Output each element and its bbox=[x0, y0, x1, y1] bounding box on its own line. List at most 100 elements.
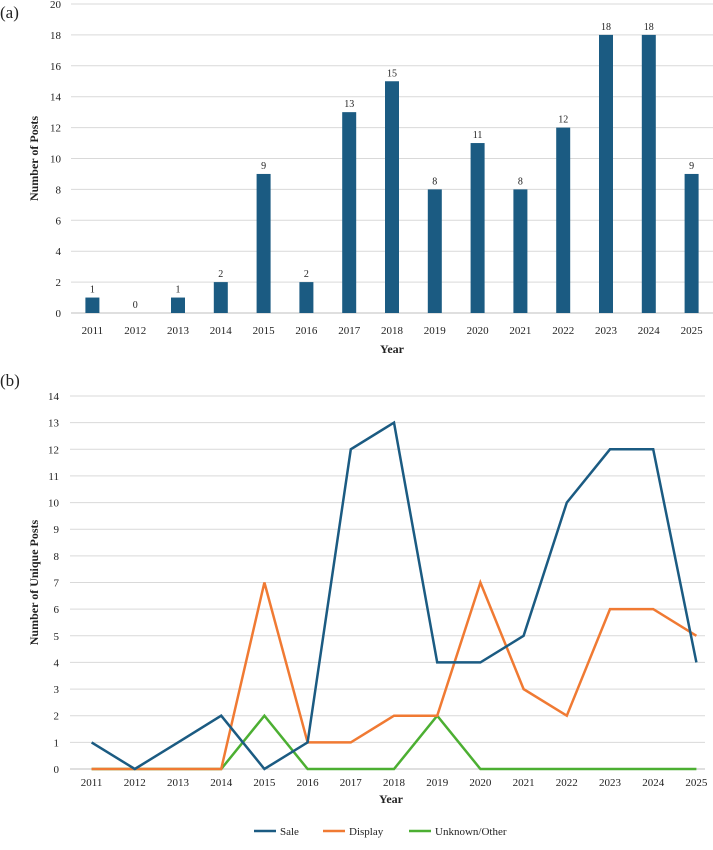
bar bbox=[599, 34, 613, 314]
x-tick-label: 2016 bbox=[295, 325, 318, 337]
bar-chart-x-ticks: 2011 2012 2013 2014 2015 2016 2017 2018 2019 2020… bbox=[82, 325, 703, 337]
legend-label: Unknown/Other bbox=[435, 826, 507, 838]
bar-data-label: 8 bbox=[518, 176, 523, 187]
x-tick-label: 2025 bbox=[681, 325, 704, 337]
y-tick-label: 6 bbox=[56, 215, 62, 227]
y-tick-label: 9 bbox=[54, 524, 60, 536]
x-tick-label: 2017 bbox=[338, 325, 361, 337]
bar-data-label: 18 bbox=[601, 22, 611, 33]
x-tick-label: 2014 bbox=[210, 325, 233, 337]
bar bbox=[385, 81, 399, 313]
y-tick-label: 14 bbox=[50, 92, 62, 104]
x-tick-label: 2016 bbox=[297, 777, 320, 789]
y-tick-label: 5 bbox=[54, 631, 60, 643]
x-tick-label: 2023 bbox=[599, 777, 622, 789]
x-tick-label: 2025 bbox=[685, 777, 708, 789]
line-chart-x-axis-title: Year bbox=[379, 792, 404, 806]
x-tick-label: 2019 bbox=[426, 777, 449, 789]
x-tick-label: 2022 bbox=[552, 325, 574, 337]
bar-data-label: 2 bbox=[218, 269, 223, 280]
bar bbox=[342, 112, 357, 314]
x-tick-label: 2015 bbox=[253, 777, 276, 789]
x-tick-label: 2011 bbox=[82, 325, 104, 337]
y-tick-label: 13 bbox=[48, 418, 60, 430]
series-line-sale bbox=[90, 420, 698, 771]
bar-data-label: 0 bbox=[133, 300, 138, 311]
line-chart-y-axis-title: Number of Unique Posts bbox=[27, 519, 41, 645]
legend-label: Display bbox=[349, 826, 384, 838]
x-tick-label: 2022 bbox=[556, 777, 578, 789]
y-tick-label: 16 bbox=[50, 61, 62, 73]
y-tick-label: 12 bbox=[48, 444, 59, 456]
y-tick-label: 14 bbox=[48, 391, 60, 403]
x-tick-label: 2018 bbox=[383, 777, 406, 789]
bar bbox=[85, 297, 100, 313]
x-tick-label: 2024 bbox=[642, 777, 665, 789]
bar bbox=[470, 143, 485, 313]
x-tick-label: 2014 bbox=[210, 777, 233, 789]
x-tick-label: 2020 bbox=[469, 777, 492, 789]
bar-data-label: 9 bbox=[689, 161, 694, 172]
panel-label-b: (b) bbox=[0, 371, 20, 390]
y-tick-label: 6 bbox=[54, 604, 60, 616]
y-tick-label: 2 bbox=[54, 711, 60, 723]
bar-chart-x-axis-title: Year bbox=[380, 342, 405, 356]
y-tick-label: 4 bbox=[56, 246, 62, 258]
bar bbox=[299, 282, 314, 313]
bar-data-label: 1 bbox=[90, 285, 95, 296]
y-tick-label: 20 bbox=[50, 0, 62, 11]
y-tick-label: 12 bbox=[50, 123, 61, 135]
series-line-display bbox=[91, 578, 698, 771]
x-tick-label: 2018 bbox=[381, 325, 404, 337]
y-tick-label: 10 bbox=[48, 498, 60, 510]
x-tick-label: 2013 bbox=[167, 325, 190, 337]
y-tick-label: 0 bbox=[54, 764, 60, 776]
bar bbox=[171, 297, 185, 313]
bar-data-label: 13 bbox=[344, 99, 354, 110]
x-tick-label: 2019 bbox=[424, 325, 447, 337]
bar-data-label: 11 bbox=[473, 130, 483, 141]
x-tick-label: 2024 bbox=[638, 325, 661, 337]
x-tick-label: 2011 bbox=[81, 777, 103, 789]
y-tick-label: 3 bbox=[54, 684, 60, 696]
y-tick-label: 0 bbox=[56, 308, 62, 320]
line-chart-series bbox=[90, 420, 698, 771]
y-tick-label: 2 bbox=[56, 277, 62, 289]
bar bbox=[213, 282, 228, 313]
y-tick-label: 18 bbox=[50, 30, 62, 42]
x-tick-label: 2015 bbox=[253, 325, 276, 337]
line-chart-x-ticks: 2011 2012 2013 2014 2015 2016 2017 2018 2019 2020… bbox=[81, 777, 708, 789]
panel-label-a: (a) bbox=[0, 3, 19, 22]
bar-data-label: 8 bbox=[432, 176, 437, 187]
bar-data-label: 9 bbox=[261, 161, 266, 172]
y-tick-label: 11 bbox=[48, 471, 59, 483]
line-chart-gridlines bbox=[70, 395, 705, 770]
bar-data-label: 12 bbox=[558, 115, 568, 126]
y-tick-label: 7 bbox=[54, 578, 60, 590]
x-tick-label: 2012 bbox=[124, 777, 146, 789]
bar bbox=[641, 34, 656, 314]
legend-label: Sale bbox=[280, 826, 299, 838]
y-tick-label: 8 bbox=[54, 551, 60, 563]
bar bbox=[513, 189, 528, 313]
x-tick-label: 2013 bbox=[167, 777, 190, 789]
x-tick-label: 2023 bbox=[595, 325, 618, 337]
bar bbox=[427, 189, 442, 313]
bar-chart-y-ticks: 0 2 4 6 8 10 12 14 16 18 20 bbox=[50, 0, 62, 320]
y-tick-label: 4 bbox=[54, 657, 60, 669]
bar-data-label: 1 bbox=[176, 285, 181, 296]
x-tick-label: 2012 bbox=[124, 325, 146, 337]
bar bbox=[556, 127, 571, 313]
bar-data-label: 18 bbox=[644, 22, 654, 33]
y-tick-label: 10 bbox=[50, 154, 62, 166]
x-tick-label: 2021 bbox=[509, 325, 531, 337]
bar-chart-y-axis-title: Number of Posts bbox=[27, 116, 41, 201]
bar bbox=[256, 173, 271, 313]
line-chart-legend: Sale Display Unknown/Other bbox=[254, 826, 507, 838]
x-tick-label: 2017 bbox=[340, 777, 363, 789]
y-tick-label: 1 bbox=[54, 737, 60, 749]
